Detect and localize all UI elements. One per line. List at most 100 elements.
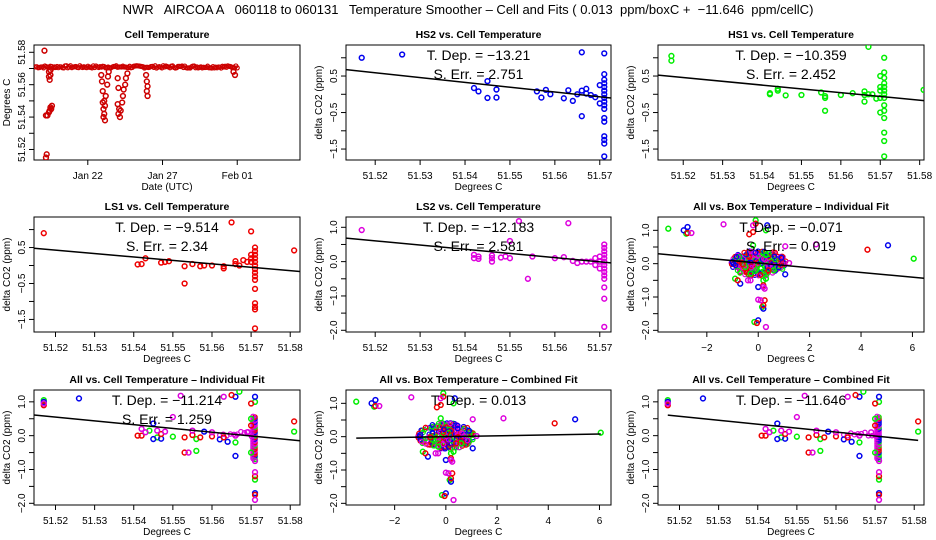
data-point [755,253,761,260]
data-point [856,439,863,446]
data-point [251,300,259,307]
temp-dependence-label: T. Dep. = −12.183 [423,219,535,235]
data-point [753,267,760,273]
x-tick-label: 51.52 [363,171,388,182]
data-point [881,153,888,160]
data-point [560,95,567,102]
data-point [450,496,457,504]
data-point [920,86,924,94]
data-point [247,449,255,456]
y-axis-label: delta CO2 (ppm) [314,411,325,485]
data-point [75,395,83,402]
x-tick-label: 4 [858,343,864,354]
x-tick-label: 2 [807,343,813,354]
data-point [747,270,754,277]
data-point [47,66,54,74]
y-tick-label: 0.0 [329,254,340,268]
plot-frame [657,216,925,333]
data-point [914,418,922,425]
data-point [812,241,820,248]
plot-frame [657,44,925,161]
data-point [875,457,883,465]
plot-area [664,390,922,504]
data-point [601,323,608,331]
x-tick-label: 51.55 [497,171,522,182]
data-point [720,221,727,228]
data-point [865,91,872,98]
y-axis-label: delta CO2 (ppm) [2,411,13,485]
data-point [766,91,774,98]
data-point [881,69,888,76]
data-point [247,422,255,429]
data-point [821,434,828,441]
x-tick-label: 51.57 [587,343,612,354]
data-point [601,255,608,262]
data-point [684,223,691,231]
data-point [475,253,482,260]
data-point [871,422,879,429]
data-point [142,71,150,79]
data-point [451,395,458,402]
data-point [760,302,767,309]
data-point [757,297,764,304]
y-tick-label: 51.52 [17,137,28,162]
panel-title: All vs. Box Temperature – Combined Fit [379,374,578,386]
data-point [484,77,491,85]
data-point [101,102,109,109]
panel-cell-temperature: Cell Temperature Jan 22 Jan 27 Feb 01 Date (… [2,29,301,193]
data-point [506,237,514,245]
data-point [749,242,757,249]
y-tick-label: −2.0 [17,493,28,513]
x-tick-label: −2 [389,516,401,527]
data-point [881,102,888,109]
x-tick-label: 51.57 [868,171,893,182]
y-tick-label: 0.0 [641,428,652,442]
data-point [441,492,448,500]
data-point [40,400,47,407]
x-tick-label: 51.54 [745,516,770,527]
y-tick-label: 1.0 [17,394,28,408]
data-point [142,429,149,436]
data-point [877,94,884,102]
data-point [881,83,888,91]
data-point [251,496,259,504]
x-tick-label: 51.55 [784,516,809,527]
plot-area [34,47,240,160]
data-point [592,261,599,269]
x-tick-label: 51.58 [907,171,932,182]
data-point [755,283,762,291]
data-point [601,241,608,248]
data-point [220,265,227,272]
std-error-label: S. Err. = 2.34 [126,238,208,254]
x-tick-label: 51.56 [542,171,567,182]
data-point [881,94,888,102]
data-point [753,319,761,327]
data-point [578,113,585,120]
y-tick-label: −2.0 [641,493,652,513]
data-point [181,280,188,287]
data-point [758,432,765,439]
y-tick-label: −1.5 [641,139,652,159]
data-point [601,87,608,94]
y-tick-label: 51.58 [17,39,28,64]
data-point [290,418,298,425]
x-axis-label: Degrees C [455,527,503,538]
data-point [119,99,126,106]
data-point [441,426,447,433]
y-axis-label: delta CO2 (ppm) [626,411,637,485]
x-tick-label: 51.54 [121,343,146,354]
data-point [251,273,259,280]
data-point [488,255,496,262]
data-point [232,432,239,439]
x-tick-label: 51.57 [863,516,888,527]
data-point [601,265,608,272]
data-point [881,114,888,122]
panel-title: LS1 vs. Cell Temperature [105,201,230,213]
data-point [440,441,447,448]
x-tick-label: 51.53 [710,171,735,182]
data-point [138,425,145,433]
fit-line [658,253,924,280]
data-point [224,438,231,445]
data-point [766,429,773,436]
